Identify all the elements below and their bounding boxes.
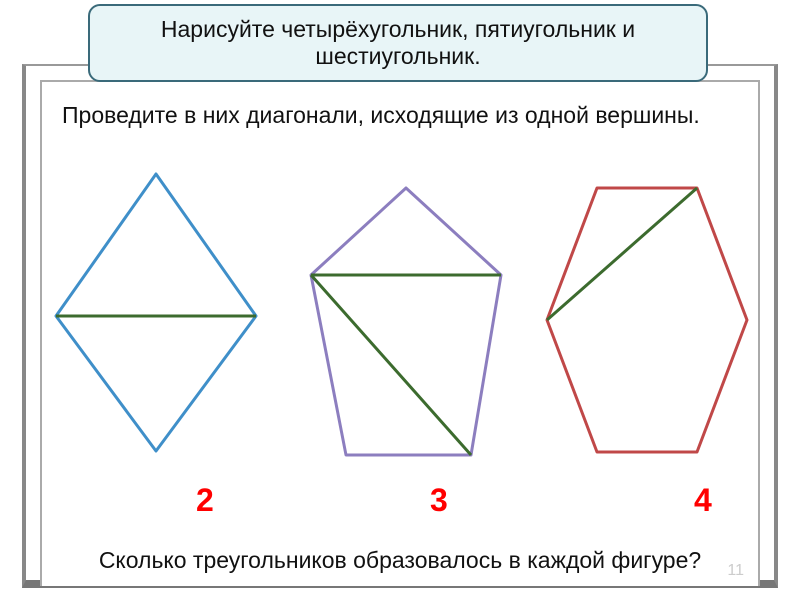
quadrilateral-shape bbox=[46, 166, 266, 462]
shapes-container bbox=[40, 166, 760, 466]
subtitle-text: Проведите в них диагонали, исходящие из … bbox=[62, 102, 740, 129]
pentagon-shape bbox=[296, 180, 516, 464]
page-number: 11 bbox=[727, 562, 744, 580]
title-box: Нарисуйте четырёхугольник, пятиугольник … bbox=[88, 4, 708, 82]
answer-quad: 2 bbox=[196, 482, 214, 519]
bottom-question-text: Сколько треугольников образовалось в каж… bbox=[60, 547, 740, 574]
answer-hex: 4 bbox=[694, 482, 712, 519]
answer-pent: 3 bbox=[430, 482, 448, 519]
hexagon-shape bbox=[542, 180, 754, 462]
